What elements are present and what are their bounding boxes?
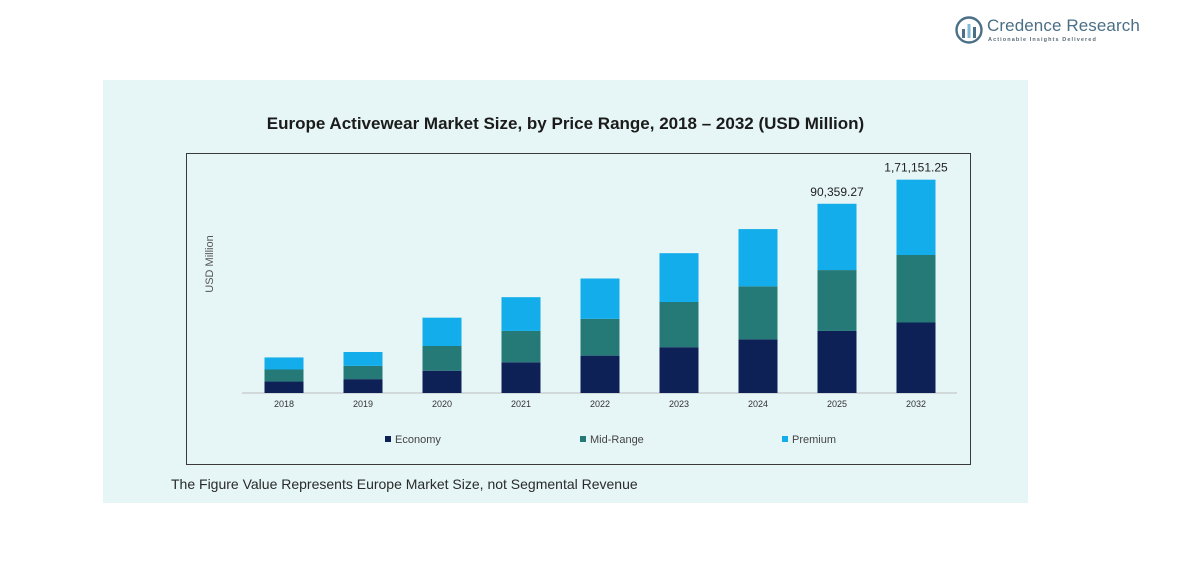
x-tick-label: 2018	[274, 399, 294, 409]
x-tick-label: 2024	[748, 399, 768, 409]
x-tick-label: 2021	[511, 399, 531, 409]
bar-economy-2023	[659, 347, 699, 393]
data-label-2032: 1,71,151.25	[884, 161, 948, 175]
bar-mid-range-2024	[738, 286, 778, 340]
bar-economy-2020	[422, 370, 462, 393]
credence-research-logo: Credence Research Actionable Insights De…	[955, 14, 1155, 50]
bar-premium-2018	[264, 357, 304, 370]
bar-chart-circle-icon	[955, 16, 983, 44]
bar-premium-2025	[817, 203, 857, 271]
legend-swatch-mid-range	[580, 436, 586, 442]
bar-economy-2021	[501, 362, 541, 393]
legend-label-economy: Economy	[395, 434, 441, 446]
bar-mid-range-2025	[817, 270, 857, 331]
data-label-2025: 90,359.27	[810, 185, 864, 199]
bar-mid-range-2021	[501, 330, 541, 363]
bar-premium-2022	[580, 278, 620, 319]
legend-swatch-economy	[385, 436, 391, 442]
legend-label-premium: Premium	[792, 434, 836, 446]
x-tick-label: 2019	[353, 399, 373, 409]
bar-premium-2019	[343, 352, 383, 366]
bar-economy-2032	[896, 322, 936, 393]
chart-panel: Europe Activewear Market Size, by Price …	[103, 80, 1028, 503]
bar-economy-2018	[264, 381, 304, 393]
bar-economy-2025	[817, 330, 857, 393]
bar-mid-range-2018	[264, 369, 304, 382]
bar-economy-2022	[580, 355, 620, 393]
bar-mid-range-2022	[580, 318, 620, 356]
legend-swatch-premium	[782, 436, 788, 442]
stacked-bar-chart: USD Million 2018 2019 2020 2021 2022 2023 2024 2…	[204, 161, 957, 446]
bar-mid-range-2023	[659, 302, 699, 348]
chart-title: Europe Activewear Market Size, by Price …	[266, 114, 865, 133]
logo-tagline: Actionable Insights Delivered	[988, 37, 1097, 43]
bar-economy-2019	[343, 379, 383, 393]
bar-premium-2024	[738, 229, 778, 287]
bar-mid-range-2020	[422, 345, 462, 371]
x-tick-label: 2023	[669, 399, 689, 409]
x-tick-label: 2022	[590, 399, 610, 409]
legend-label-mid-range: Mid-Range	[590, 434, 644, 446]
x-tick-label: 2020	[432, 399, 452, 409]
x-tick-label: 2032	[906, 399, 926, 409]
logo-name: Credence Research	[987, 16, 1140, 35]
bar-premium-2032	[896, 179, 936, 255]
bar-premium-2020	[422, 317, 462, 346]
bar-economy-2024	[738, 339, 778, 393]
plot-frame: USD Million 2018 2019 2020 2021 2022 2023 2024 2…	[186, 153, 971, 465]
bar-premium-2023	[659, 253, 699, 303]
bar-mid-range-2019	[343, 365, 383, 380]
bar-premium-2021	[501, 297, 541, 331]
bar-mid-range-2032	[896, 254, 936, 323]
y-axis-label: USD Million	[204, 235, 216, 292]
footnote: The Figure Value Represents Europe Marke…	[171, 476, 638, 492]
x-tick-label: 2025	[827, 399, 847, 409]
